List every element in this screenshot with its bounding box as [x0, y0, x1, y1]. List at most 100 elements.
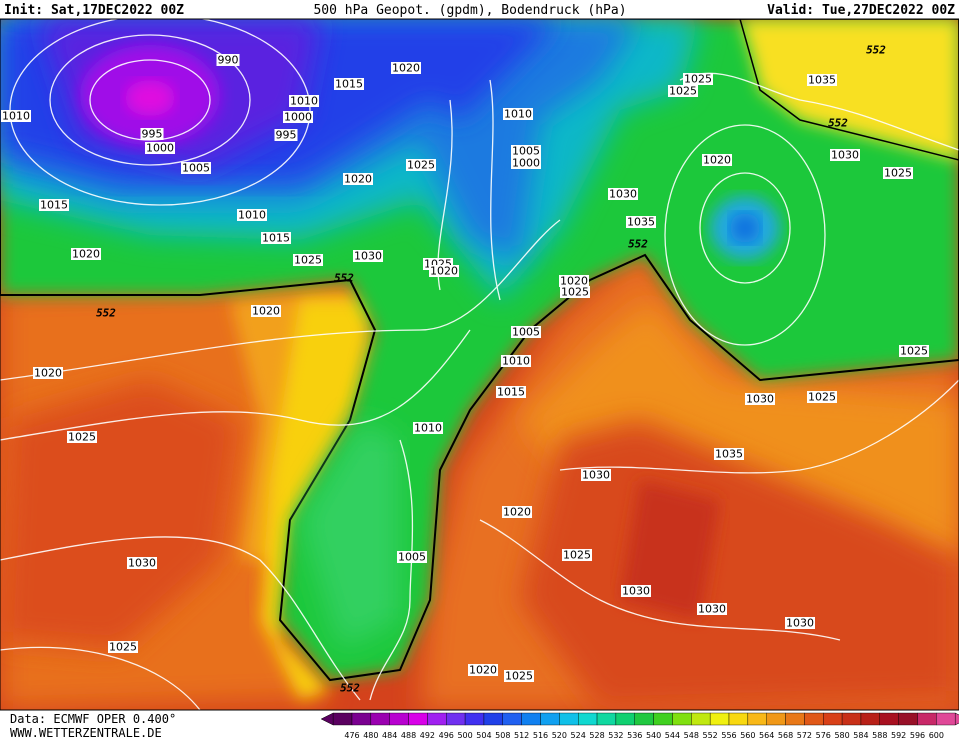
isobar-label: 1005: [512, 145, 540, 158]
isobar-label: 1010: [502, 355, 530, 368]
scale-label: 556: [721, 731, 736, 740]
scale-box: [615, 712, 635, 726]
isobar-label-bg: [830, 149, 860, 161]
isobar-label: 995: [276, 129, 297, 142]
isobar-label: 1015: [497, 386, 525, 399]
isobar-label-bg: [274, 129, 298, 141]
scale-label: 512: [514, 731, 529, 740]
isobar-label: 1035: [627, 216, 655, 229]
scale-box: [408, 712, 428, 726]
isobar-label-bg: [560, 286, 590, 298]
scale-box: [464, 712, 485, 726]
isobar-label-bg: [702, 154, 732, 166]
isobar-label-bg: [251, 305, 281, 317]
isobar-label: 1020: [34, 367, 62, 380]
isobar-label: 1015: [262, 232, 290, 245]
scale-label: 552: [703, 731, 718, 740]
isobar-label-bg: [468, 664, 498, 676]
valid-label: Valid: Tue,27DEC2022 00Z: [767, 3, 955, 18]
scale-label: 568: [778, 731, 793, 740]
isobar-label: 1000: [512, 157, 540, 170]
scale-box: [879, 712, 899, 726]
scale-box: [860, 712, 881, 726]
geopotential-label: 552: [96, 307, 116, 320]
isobar-label: 1025: [563, 549, 591, 562]
isobar-label: 1010: [290, 95, 318, 108]
scale-label: 584: [853, 731, 868, 740]
isobar-label-bg: [413, 422, 443, 434]
scale-box: [936, 712, 956, 726]
scale-label: 596: [910, 731, 925, 740]
scale-box: [540, 712, 560, 726]
scale-label: 496: [439, 731, 454, 740]
scale-label: 516: [533, 731, 548, 740]
scale-box: [483, 712, 504, 726]
isobar-label: 1000: [284, 111, 312, 124]
isobar-label-bg: [140, 128, 164, 140]
map-field: [0, 19, 959, 710]
scale-box: [389, 712, 409, 726]
website: WWW.WETTERZENTRALE.DE: [10, 726, 162, 740]
scale-label: 520: [552, 731, 567, 740]
isobar-label-bg: [1, 110, 31, 122]
geopotential-label: 552: [334, 272, 354, 285]
isobar-label: 1035: [808, 74, 836, 87]
isobar-label: 1025: [808, 391, 836, 404]
geopotential-label: 552: [340, 682, 360, 695]
isobar-label: 1025: [561, 286, 589, 299]
isobar-label: 1005: [398, 551, 426, 564]
data-source: Data: ECMWF OPER 0.400°: [10, 712, 176, 726]
isobar-label: 1025: [884, 167, 912, 180]
isobar-label: 1010: [238, 209, 266, 222]
isobar-label-bg: [626, 216, 656, 228]
geopotential-label: 552: [828, 117, 848, 130]
isobar-label: 1030: [698, 603, 726, 616]
scale-box: [370, 712, 390, 726]
isobar-label: 1020: [72, 248, 100, 261]
isobar-label: 1020: [344, 173, 372, 186]
scale-box: [332, 712, 353, 726]
scale-box: [841, 712, 862, 726]
isobar-label: 1030: [582, 469, 610, 482]
isobar-label: 995: [142, 128, 163, 141]
isobar-label: 1005: [182, 162, 210, 175]
scale-label: 600: [929, 731, 944, 740]
isobar-label: 1005: [512, 326, 540, 339]
isobar-label-bg: [391, 62, 421, 74]
isobar-label-bg: [429, 265, 459, 277]
scale-label: 500: [457, 731, 472, 740]
scale-box: [691, 712, 711, 726]
scale-label: 504: [476, 731, 491, 740]
scale-label: 572: [797, 731, 812, 740]
isobar-label-bg: [883, 167, 913, 179]
geopotential-label: 552: [628, 238, 648, 251]
scale-box: [559, 712, 579, 726]
isobar-label-bg: [334, 78, 364, 90]
scale-label: 492: [420, 731, 435, 740]
scale-label: 588: [872, 731, 887, 740]
isobar-label: 1035: [715, 448, 743, 461]
scale-box: [728, 712, 749, 726]
isobar-label-bg: [283, 111, 313, 123]
isobar-label-bg: [562, 549, 592, 561]
scale-label: 536: [627, 731, 642, 740]
isobar-label-bg: [668, 85, 698, 97]
isobar-label-bg: [807, 391, 837, 403]
isobar-label-bg: [511, 157, 541, 169]
isobar-label-bg: [145, 142, 175, 154]
isobar-label-bg: [67, 431, 97, 443]
isobar-label: 1020: [469, 664, 497, 677]
scale-label: 560: [740, 731, 755, 740]
isobar-label-bg: [785, 617, 815, 629]
isobar-label-bg: [502, 506, 532, 518]
isobar-label: 1025: [669, 85, 697, 98]
scale-box: [823, 712, 843, 726]
isobar-label: 1025: [109, 641, 137, 654]
scale-label: 524: [571, 731, 586, 740]
isobar-label: 1015: [335, 78, 363, 91]
scale-label: 548: [684, 731, 699, 740]
isobar-label-bg: [293, 254, 323, 266]
scale-box: [427, 712, 447, 726]
isobar-label: 1025: [900, 345, 928, 358]
